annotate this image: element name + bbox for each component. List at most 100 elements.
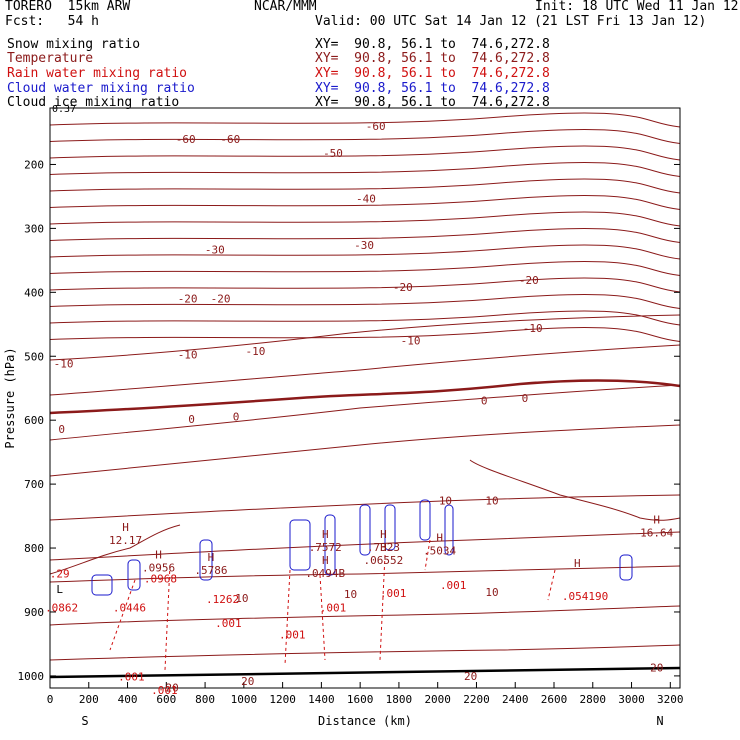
rain-label: .001	[151, 684, 178, 697]
extremum-value: 12.17	[109, 534, 142, 547]
isotherm	[49, 326, 681, 342]
temperature-label: 0	[481, 394, 488, 407]
temperature-label: -30	[205, 243, 225, 256]
extremum-mark: H	[322, 554, 329, 567]
isotherm	[49, 524, 181, 575]
x-tick-label: 2800	[580, 693, 607, 706]
isotherm	[49, 277, 681, 293]
temperature-label: 0	[233, 410, 240, 423]
center-title: NCAR/MMM	[254, 0, 317, 14]
field-cloud-water-xy: XY= 90.8, 56.1 to 74.6,272.8	[315, 81, 550, 96]
rain-contour	[379, 554, 386, 661]
extremum-mark: H	[574, 557, 581, 570]
x-tick-label: 3200	[657, 693, 684, 706]
temperature-label: 0	[58, 423, 65, 436]
y-tick-label: 300	[24, 222, 44, 235]
isotherm	[49, 605, 681, 626]
extremum-mark: H	[653, 514, 660, 527]
temperature-label: 10	[235, 592, 248, 605]
cloud-water-contour	[419, 499, 431, 541]
rain-contour	[319, 574, 326, 661]
rain-contour	[109, 579, 136, 651]
extremum-mark: H	[122, 521, 129, 534]
temperature-label: -10	[54, 357, 74, 370]
rain-label: .0968	[144, 573, 177, 586]
isotherm	[49, 145, 681, 161]
extremum-value: .06552	[364, 554, 404, 567]
temperature-label: 10	[485, 586, 498, 599]
extremum-mark: H	[155, 548, 162, 561]
temperature-label: -20	[178, 293, 198, 306]
terrain-line	[49, 666, 681, 679]
hydrometeor-contours	[91, 499, 633, 671]
extremum-mark: H	[436, 532, 443, 545]
y-axis-title: Pressure (hPa)	[3, 347, 17, 448]
extremum-value: .0494B	[305, 567, 345, 580]
rain-label: .0446	[113, 601, 146, 614]
rain-label: .001	[279, 628, 306, 641]
x-tick-label: 1200	[269, 693, 296, 706]
temperature-label: 10	[344, 588, 357, 601]
temperature-label: -10	[178, 348, 198, 361]
x-tick-label: 1600	[347, 693, 374, 706]
rain-label: .001	[440, 579, 467, 592]
cloud-water-contour	[444, 504, 454, 556]
rain-label: .001	[320, 601, 347, 614]
isotherm	[49, 178, 681, 194]
rain-label: .29	[50, 568, 70, 581]
cloud-water-contour	[199, 539, 213, 581]
extremum-value: .7323	[367, 541, 400, 554]
temperature-label: -10	[523, 322, 543, 335]
x-tick-label: 0	[47, 693, 54, 706]
rain-label: .001	[215, 617, 242, 630]
temperature-label: -20	[211, 293, 231, 306]
isotherm	[49, 424, 681, 477]
temperature-label: -20	[393, 281, 413, 294]
y-tick-label: 700	[24, 478, 44, 491]
y-tick-label: 900	[24, 606, 44, 619]
model-title: TORERO 15km ARW	[5, 0, 131, 14]
rain-label: .0862	[45, 601, 78, 614]
field-temperature-name: Temperature	[7, 51, 94, 66]
init-time: Init: 18 UTC Wed 11 Jan 12	[535, 0, 739, 14]
rain-label: .1262	[206, 593, 239, 606]
extremum-mark: H	[208, 551, 215, 564]
rain-contour	[284, 569, 291, 666]
x-tick-label: 1000	[231, 693, 258, 706]
temperature-label: 20	[464, 670, 477, 683]
isotherm-zero	[49, 379, 681, 415]
extremum-value: .7572	[309, 541, 342, 554]
temperature-label: 10	[439, 495, 452, 508]
extremum-mark: H	[380, 541, 387, 554]
temperature-label: 0	[522, 392, 529, 405]
extremum-value: .0956	[142, 561, 175, 574]
y-tick-label: 400	[24, 286, 44, 299]
extremum-value: .5034	[423, 545, 456, 558]
isotherm	[49, 227, 681, 243]
temperature-label: -10	[246, 345, 266, 358]
cloud-water-contour	[324, 514, 336, 576]
x-tick-label: 1400	[308, 693, 335, 706]
plot-frame	[49, 107, 681, 689]
extremum-value: .5786	[194, 564, 227, 577]
temperature-label: 20	[165, 681, 178, 694]
temperature-label: -30	[354, 239, 374, 252]
field-snow-xy: XY= 90.8, 56.1 to 74.6,272.8	[315, 37, 550, 52]
temperature-label: 20	[241, 675, 254, 688]
isotherm	[49, 293, 681, 309]
field-temperature-xy: XY= 90.8, 56.1 to 74.6,272.8	[315, 51, 550, 66]
cloud-water-contour	[289, 519, 311, 571]
field-snow-name: Snow mixing ratio	[7, 37, 141, 52]
isotherm	[49, 260, 681, 276]
x-tick-label: 3000	[618, 693, 645, 706]
y-tick-label: 600	[24, 414, 44, 427]
field-cloud-water-name: Cloud water mixing ratio	[7, 81, 195, 96]
rain-contour	[424, 539, 431, 571]
x-tick-label: 200	[79, 693, 99, 706]
rain-label: .001	[380, 587, 407, 600]
x-tick-label: 2400	[502, 693, 529, 706]
isotherm	[49, 211, 681, 227]
extremum-mark: H	[322, 528, 329, 541]
isotherm	[49, 244, 681, 260]
rain-label: .001	[118, 671, 145, 684]
